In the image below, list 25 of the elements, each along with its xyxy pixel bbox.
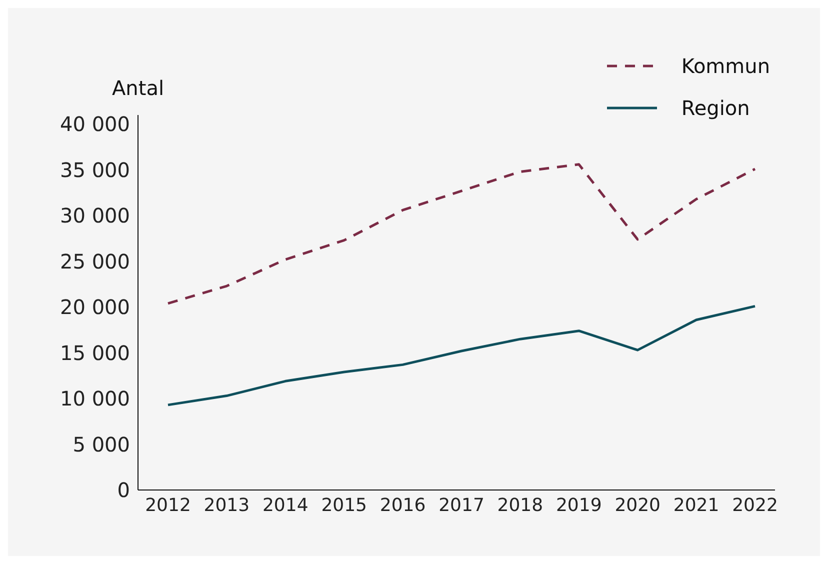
y-tick-label: 20 000 — [60, 295, 130, 320]
x-tick-label: 2013 — [204, 494, 250, 516]
x-tick-label: 2022 — [732, 494, 778, 516]
y-tick-label: 40 000 — [60, 112, 130, 136]
x-tick-label: 2019 — [556, 494, 602, 516]
x-tick-label: 2016 — [380, 494, 426, 516]
y-tick-label: 25 000 — [60, 249, 130, 274]
line-series — [166, 304, 756, 406]
legend-label: Kommun — [681, 54, 770, 78]
x-tick-label: 2021 — [673, 494, 720, 516]
y-tick-label: 10 000 — [60, 386, 130, 411]
line-series — [166, 163, 756, 305]
x-tick-label: 2015 — [321, 494, 368, 516]
y-tick-label: 30 000 — [60, 204, 130, 228]
legend-label: Region — [681, 96, 750, 120]
y-axis-title: Antal — [112, 76, 164, 100]
x-tick-label: 2020 — [614, 494, 661, 516]
x-tick-label: 2012 — [145, 494, 191, 516]
y-tick-label: 15 000 — [60, 340, 130, 365]
x-tick-label: 2017 — [438, 494, 484, 516]
x-tick-label: 2018 — [497, 494, 544, 516]
x-tick-label: 2014 — [262, 494, 308, 516]
y-tick-label: 5 000 — [72, 432, 130, 456]
y-tick-label: 35 000 — [60, 158, 130, 182]
y-tick-label: 0 — [117, 478, 130, 502]
